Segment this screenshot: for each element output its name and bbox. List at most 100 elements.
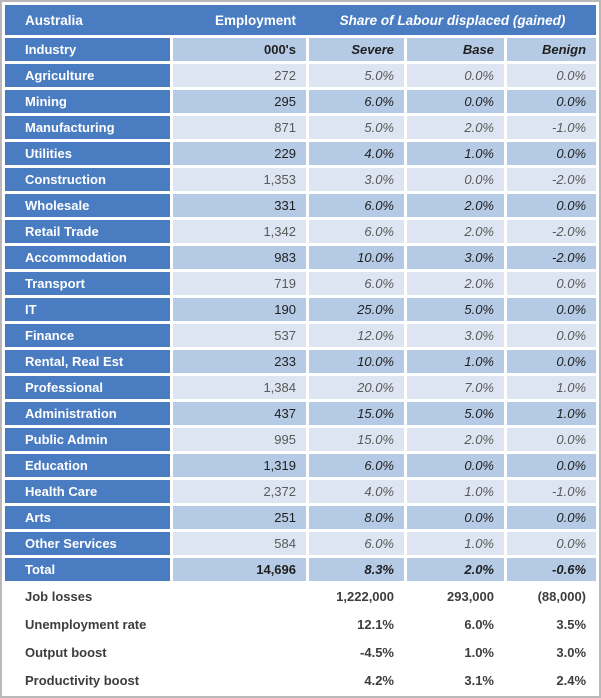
severe-cell: 4.0% [309,480,404,503]
summary-label-cell: Unemployment rate [5,612,306,637]
base-cell: 1.0% [407,480,504,503]
industry-cell: Transport [5,272,170,295]
employment-cell: 437 [173,402,306,425]
total-base-cell: 2.0% [407,558,504,581]
severe-cell: 6.0% [309,532,404,555]
severe-cell: 10.0% [309,350,404,373]
benign-cell: 0.0% [507,64,597,87]
summary-benign-cell: 3.0% [507,640,597,665]
benign-column-header: Benign [507,38,597,61]
region-title: Australia [25,12,83,28]
summary-label-cell: Output boost [5,640,306,665]
employment-cell: 272 [173,64,306,87]
share-header: Share of Labour displaced (gained) [339,12,566,28]
industry-cell: Education [5,454,170,477]
employment-cell: 190 [173,298,306,321]
summary-label-cell: Job losses [5,584,306,609]
benign-cell: 0.0% [507,142,597,165]
table-row: Agriculture 272 5.0% 0.0% 0.0% [5,64,597,87]
severe-cell: 12.0% [309,324,404,347]
benign-cell: 0.0% [507,272,597,295]
employment-cell: 1,353 [173,168,306,191]
severe-column-header: Severe [309,38,404,61]
employment-cell: 995 [173,428,306,451]
industry-rows: Agriculture 272 5.0% 0.0% 0.0% Mining 29… [5,64,597,555]
benign-cell: 1.0% [507,376,597,399]
base-cell: 0.0% [407,90,504,113]
industry-cell: IT [5,298,170,321]
table-row: Rental, Real Est 233 10.0% 1.0% 0.0% [5,350,597,373]
table-row: Mining 295 6.0% 0.0% 0.0% [5,90,597,113]
benign-cell: 0.0% [507,298,597,321]
benign-cell: -2.0% [507,220,597,243]
table-row: Arts 251 8.0% 0.0% 0.0% [5,506,597,529]
summary-severe-cell: 1,222,000 [309,584,404,609]
severe-cell: 25.0% [309,298,404,321]
benign-cell: -1.0% [507,116,597,139]
benign-cell: 0.0% [507,506,597,529]
table-row: Accommodation 983 10.0% 3.0% -2.0% [5,246,597,269]
table-row: Finance 537 12.0% 3.0% 0.0% [5,324,597,347]
benign-cell: 0.0% [507,454,597,477]
table-row: Other Services 584 6.0% 1.0% 0.0% [5,532,597,555]
summary-row: Output boost -4.5% 1.0% 3.0% [5,640,597,665]
employment-cell: 871 [173,116,306,139]
benign-cell: 0.0% [507,90,597,113]
summary-row: Unemployment rate 12.1% 6.0% 3.5% [5,612,597,637]
benign-cell: 0.0% [507,532,597,555]
summary-row: Job losses 1,222,000 293,000 (88,000) [5,584,597,609]
base-cell: 2.0% [407,194,504,217]
employment-cell: 584 [173,532,306,555]
base-cell: 2.0% [407,220,504,243]
severe-cell: 8.0% [309,506,404,529]
total-severe-cell: 8.3% [309,558,404,581]
base-cell: 2.0% [407,272,504,295]
total-employment-cell: 14,696 [173,558,306,581]
industry-cell: Wholesale [5,194,170,217]
severe-cell: 6.0% [309,194,404,217]
industry-cell: Finance [5,324,170,347]
table-row: Utilities 229 4.0% 1.0% 0.0% [5,142,597,165]
base-cell: 5.0% [407,402,504,425]
table-row: Public Admin 995 15.0% 2.0% 0.0% [5,428,597,451]
employment-cell: 537 [173,324,306,347]
total-benign-cell: -0.6% [507,558,597,581]
severe-cell: 5.0% [309,116,404,139]
severe-cell: 3.0% [309,168,404,191]
base-cell: 2.0% [407,428,504,451]
benign-cell: 0.0% [507,428,597,451]
base-cell: 2.0% [407,116,504,139]
employment-cell: 233 [173,350,306,373]
table-row: IT 190 25.0% 5.0% 0.0% [5,298,597,321]
severe-cell: 15.0% [309,402,404,425]
employment-cell: 2,372 [173,480,306,503]
industry-cell: Other Services [5,532,170,555]
benign-cell: -2.0% [507,168,597,191]
table-row: Wholesale 331 6.0% 2.0% 0.0% [5,194,597,217]
benign-cell: 0.0% [507,350,597,373]
industry-cell: Administration [5,402,170,425]
base-cell: 0.0% [407,506,504,529]
table-row: Professional 1,384 20.0% 7.0% 1.0% [5,376,597,399]
column-header-row: Industry 000's Severe Base Benign [5,38,597,61]
summary-benign-cell: 2.4% [507,668,597,693]
industry-cell: Utilities [5,142,170,165]
base-cell: 1.0% [407,142,504,165]
table-row: Retail Trade 1,342 6.0% 2.0% -2.0% [5,220,597,243]
base-cell: 0.0% [407,64,504,87]
benign-cell: 0.0% [507,324,597,347]
top-header: Australia Employment Share of Labour dis… [5,5,597,35]
industry-cell: Professional [5,376,170,399]
summary-rows: Job losses 1,222,000 293,000 (88,000) Un… [5,584,597,693]
industry-cell: Agriculture [5,64,170,87]
base-cell: 7.0% [407,376,504,399]
benign-cell: -2.0% [507,246,597,269]
employment-header: Employment [214,12,296,28]
industry-cell: Retail Trade [5,220,170,243]
summary-severe-cell: 4.2% [309,668,404,693]
summary-base-cell: 1.0% [407,640,504,665]
employment-cell: 719 [173,272,306,295]
severe-cell: 4.0% [309,142,404,165]
